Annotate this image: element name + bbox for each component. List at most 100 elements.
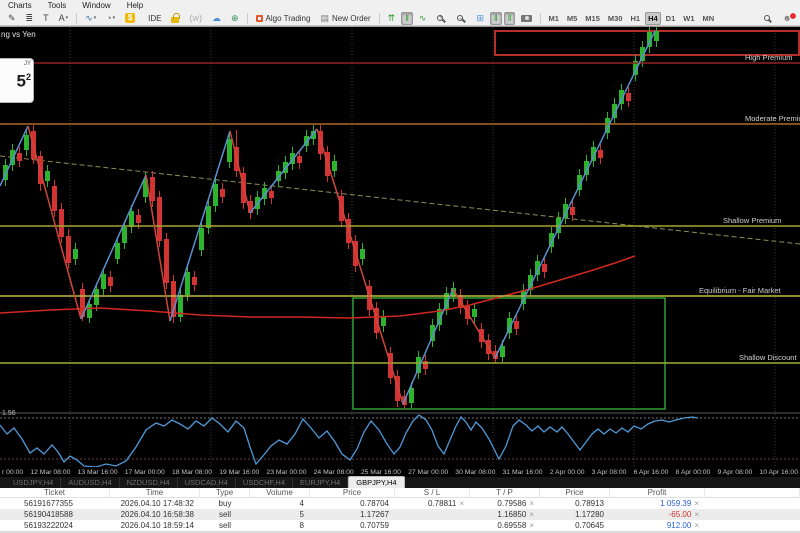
level-label: Shallow Premium (723, 216, 781, 225)
level-label: Shallow Discount (739, 353, 797, 362)
table-row[interactable]: 56193222024 2026.04.10 18:59:14 sell 8 0.707… (24, 521, 699, 530)
zoom-out-icon[interactable] (452, 12, 470, 25)
chart-canvas[interactable]: High Premium Moderate Premium Shallow Prem… (0, 27, 800, 468)
column-header[interactable]: Time (110, 488, 200, 498)
indicators-icon[interactable]: ∿ ▾ (85, 12, 97, 23)
one-click-trading-widget[interactable]: JY 52 (0, 58, 34, 103)
menu-charts[interactable]: Charts (8, 1, 32, 10)
level-label: Moderate Premium (745, 114, 800, 123)
time-axis-label: 8 Apr 00:00 (675, 468, 711, 476)
table-row[interactable]: 56191677355 2026.04.10 17:48:32 buy 4 0.7870… (24, 499, 699, 508)
column-header[interactable]: S / L (395, 488, 470, 498)
chart-tab-gbpjpy[interactable]: GBPJPY,H4 (348, 476, 405, 488)
tf-m30[interactable]: M30 (607, 13, 623, 23)
search-icon[interactable] (759, 12, 777, 25)
column-header[interactable]: Ticket (0, 488, 110, 498)
menu-window[interactable]: Window (82, 1, 111, 10)
tf-m5[interactable]: M5 (566, 13, 578, 23)
algo-trading-button[interactable]: Algo Trading (252, 12, 315, 25)
column-header[interactable]: Profit (610, 488, 705, 498)
community-icon[interactable]: ⊕ (230, 12, 239, 23)
timeframes-icon[interactable]: ◔ ▾ (106, 12, 116, 23)
time-axis-label: r 00:00 (2, 468, 24, 476)
chart-tab-usdcad[interactable]: USDCAD,H4 (178, 477, 236, 488)
close-position-icon[interactable]: × (459, 499, 464, 508)
time-axis-label: 31 Mar 16:00 (502, 468, 543, 476)
column-header[interactable]: Price (540, 488, 610, 498)
time-axis-label: 6 Apr 16:00 (633, 468, 669, 476)
close-position-icon[interactable]: × (529, 510, 534, 519)
tf-d1[interactable]: D1 (665, 13, 676, 23)
time-axis-label: 27 Mar 00:00 (408, 468, 449, 476)
template-2-button[interactable]: ‖ (503, 11, 516, 25)
template-1-button[interactable]: ‖ (490, 11, 502, 25)
chart-symbol-title: ng vs Yen (1, 30, 36, 39)
time-axis-label: 13 Mar 16:00 (77, 468, 118, 476)
menu-tools[interactable]: Tools (47, 1, 67, 10)
close-position-icon[interactable]: × (694, 521, 699, 530)
one-click-price[interactable]: 52 (16, 71, 31, 91)
time-axis-label: 10 Apr 16:00 (759, 468, 798, 476)
time-axis-label: 30 Mar 08:00 (455, 468, 496, 476)
market-watch-icon[interactable]: $ (121, 12, 139, 25)
zigzag-indicator-icon[interactable]: ∿ (418, 12, 427, 23)
time-axis-label: 12 Mar 08:00 (30, 468, 71, 476)
toolbar-separator (246, 12, 248, 24)
menubar: Charts Tools Window Help (0, 0, 800, 11)
menu-help[interactable]: Help (126, 1, 144, 10)
chart-shift-button[interactable]: ‖ (401, 11, 413, 25)
tf-m15[interactable]: M15 (585, 13, 600, 23)
cloud-icon[interactable]: ☁ (211, 12, 221, 23)
chart-tab-usdjpy[interactable]: USDJPY,H4 (6, 477, 62, 488)
column-header[interactable]: T / P (470, 488, 540, 498)
chart-tab-nzdusd[interactable]: NZDUSD,H4 (120, 477, 178, 488)
close-position-icon[interactable]: × (694, 499, 699, 508)
chart-tabs: USDJPY,H4 AUDUSD,H4 NZDUSD,H4 USDCAD,H4 USDC… (0, 476, 800, 488)
toolbar-separator (540, 12, 542, 24)
shapes-icon[interactable]: A ▾ (58, 12, 69, 23)
chart-tab-audusd[interactable]: AUDUSD,H4 (61, 477, 120, 488)
new-order-button[interactable]: ▤ New Order (320, 12, 371, 23)
crosshair-draw-icon[interactable]: ✎ (8, 12, 16, 23)
tf-w1[interactable]: W1 (683, 13, 695, 23)
chart-area[interactable]: High Premium Moderate Premium Shallow Prem… (0, 26, 800, 468)
tile-windows-icon[interactable]: ⊞ (476, 12, 485, 23)
toolbar-separator (76, 12, 78, 24)
close-position-icon[interactable]: × (694, 510, 699, 519)
level-label: High Premium (745, 53, 793, 62)
time-axis-label: 17 Mar 00:00 (124, 468, 165, 476)
close-position-icon[interactable]: × (529, 521, 534, 530)
text-label-icon[interactable]: T (43, 12, 49, 23)
column-header[interactable]: Type (200, 488, 250, 498)
column-header[interactable] (705, 488, 800, 498)
autoscroll-icon[interactable]: ⇈ (387, 12, 396, 23)
time-axis-label: 2 Apr 00:00 (549, 468, 585, 476)
column-header[interactable]: Volume (250, 488, 310, 498)
tf-m1[interactable]: M1 (548, 13, 559, 23)
chart-tab-usdchf[interactable]: USDCHF,H4 (236, 477, 293, 488)
time-axis-label: 18 Mar 08:00 (171, 468, 213, 476)
close-position-icon[interactable]: × (529, 499, 534, 508)
column-header[interactable]: Price (310, 488, 395, 498)
chart-tab-eurjpy[interactable]: EURJPY,H4 (293, 477, 349, 488)
time-axis-label: 25 Mar 16:00 (360, 468, 401, 476)
lock-icon[interactable] (167, 12, 183, 25)
tf-mn[interactable]: MN (702, 13, 715, 23)
table-cutoff-strip (0, 531, 800, 533)
profile-icon[interactable]: ☻ (779, 11, 798, 25)
table-row[interactable]: 56190418588 2026.04.10 16:58:38 sell 5 1.172… (0, 509, 800, 520)
tf-h1[interactable]: H1 (630, 13, 641, 23)
tf-h4[interactable]: H4 (645, 11, 661, 25)
screenshot-icon[interactable] (517, 12, 536, 25)
time-axis-label: 24 Mar 08:00 (313, 468, 354, 476)
zoom-in-icon[interactable] (432, 12, 450, 25)
trendlines-icon[interactable]: ≣ (25, 12, 34, 23)
time-axis-label: 9 Apr 08:00 (717, 468, 753, 476)
ide-button[interactable]: IDE (148, 13, 162, 23)
time-axis-label: 23 Mar 00:00 (266, 468, 307, 476)
connection-icon[interactable]: (w) (189, 12, 202, 23)
one-click-symbol[interactable]: JY (23, 61, 31, 67)
